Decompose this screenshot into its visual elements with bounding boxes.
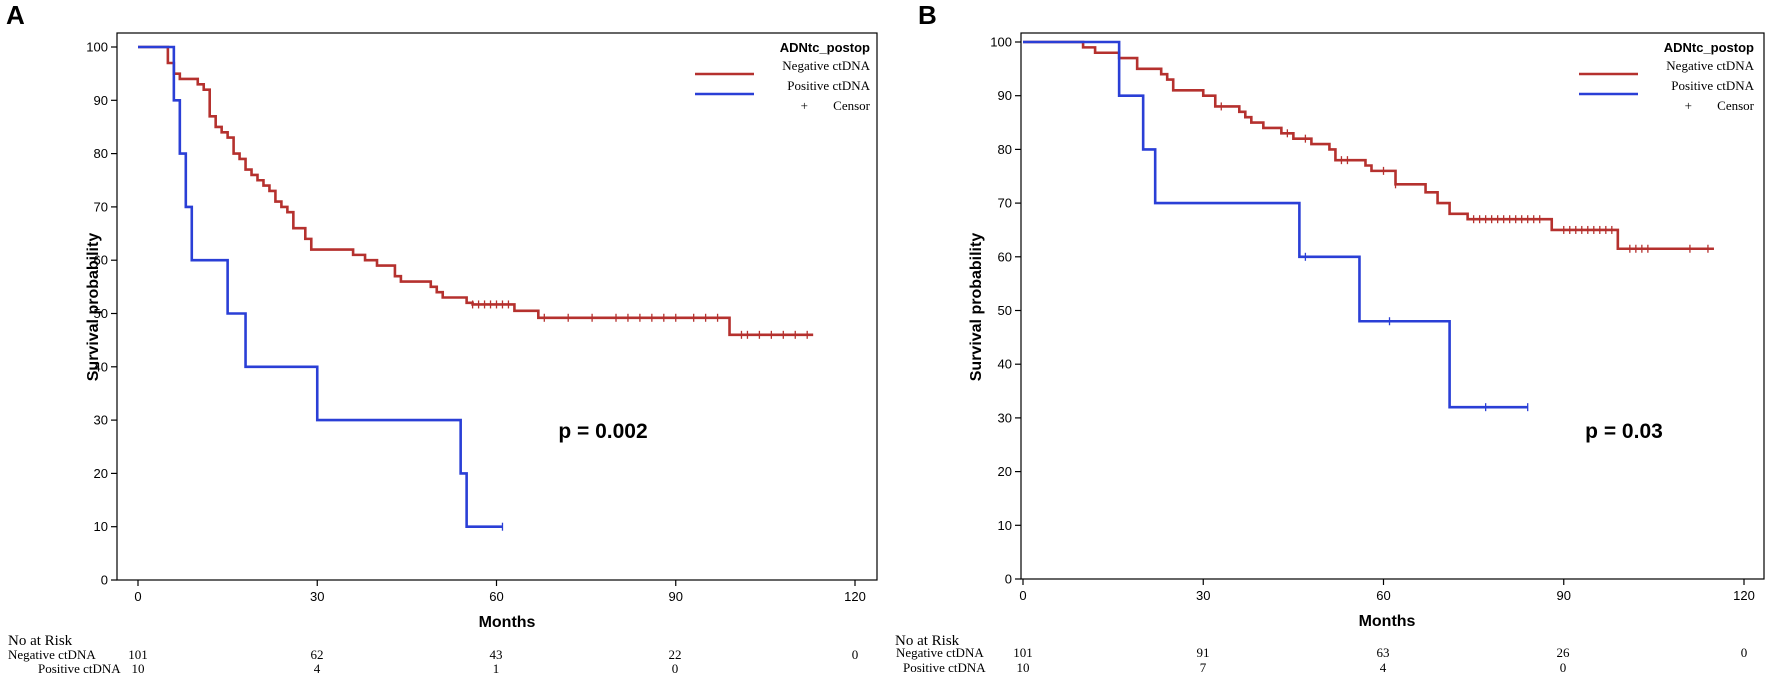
y-tick-label: 90 <box>94 93 108 108</box>
legend-label-positive: Positive ctDNA <box>1671 78 1754 93</box>
legend-censor-icon: + <box>801 98 808 113</box>
risk-table-header: No at Risk <box>8 633 73 649</box>
risk-cell: 26 <box>1557 645 1571 660</box>
y-tick-label: 60 <box>998 249 1012 264</box>
risk-cell: 22 <box>669 647 682 662</box>
y-tick-label: 10 <box>94 519 108 534</box>
legend-censor-icon: + <box>1685 98 1692 113</box>
y-tick-label: 100 <box>86 40 108 55</box>
legend-label-positive: Positive ctDNA <box>787 78 870 93</box>
y-tick-label: 50 <box>94 306 108 321</box>
x-tick-label: 30 <box>1196 588 1210 603</box>
x-tick-label: 30 <box>310 589 324 604</box>
curve-positive <box>138 45 503 528</box>
p-value: p = 0.002 <box>558 420 647 443</box>
y-tick-label: 20 <box>94 466 108 481</box>
y-tick-label: 30 <box>94 413 108 428</box>
legend-title: ADNtc_postop <box>1664 40 1754 55</box>
legend-label-censor: Censor <box>833 98 871 113</box>
y-tick-label: 60 <box>94 253 108 268</box>
risk-cell: 62 <box>311 647 324 662</box>
risk-cell: 10 <box>132 661 145 676</box>
y-tick-label: 70 <box>998 196 1012 211</box>
x-tick-label: 0 <box>1019 588 1026 603</box>
y-tick-label: 20 <box>998 464 1012 479</box>
y-tick-label: 0 <box>101 573 108 588</box>
y-axis-title: Survival probability <box>968 233 985 382</box>
panel-letter: B <box>918 0 937 30</box>
x-axis-title: Months <box>479 614 536 631</box>
legend-label-negative: Negative ctDNA <box>1666 58 1754 73</box>
x-tick-label: 120 <box>844 589 866 604</box>
x-axis-title: Months <box>1359 613 1416 630</box>
y-tick-label: 30 <box>998 410 1012 425</box>
risk-cell: 63 <box>1377 645 1390 660</box>
risk-row-label: Positive ctDNA <box>38 661 121 676</box>
risk-cell: 0 <box>1741 645 1748 660</box>
legend-label-negative: Negative ctDNA <box>782 58 870 73</box>
risk-row-label: Negative ctDNA <box>8 647 96 662</box>
y-tick-label: 90 <box>998 88 1012 103</box>
curve-negative <box>138 45 814 337</box>
x-tick-label: 90 <box>1557 588 1571 603</box>
legend-title: ADNtc_postop <box>780 40 870 55</box>
risk-cell: 10 <box>1017 660 1030 675</box>
plot-frame <box>1020 32 1765 580</box>
y-tick-label: 0 <box>1005 572 1012 587</box>
risk-cell: 0 <box>672 661 679 676</box>
risk-cell: 0 <box>1560 660 1567 675</box>
p-value: p = 0.03 <box>1585 420 1663 443</box>
risk-cell: 4 <box>1380 660 1387 675</box>
curve-positive <box>1023 40 1528 409</box>
risk-cell: 101 <box>1013 645 1033 660</box>
y-tick-label: 70 <box>94 199 108 214</box>
x-tick-label: 90 <box>669 589 683 604</box>
x-tick-label: 60 <box>489 589 503 604</box>
risk-cell: 91 <box>1197 645 1210 660</box>
risk-cell: 101 <box>128 647 148 662</box>
risk-row-label: Negative ctDNA <box>896 645 984 660</box>
y-tick-label: 50 <box>998 303 1012 318</box>
y-tick-label: 40 <box>94 359 108 374</box>
x-tick-label: 120 <box>1733 588 1755 603</box>
risk-cell: 43 <box>490 647 503 662</box>
curve-negative <box>1023 40 1714 251</box>
y-tick-label: 40 <box>998 357 1012 372</box>
risk-row-label: Positive ctDNA <box>903 660 986 675</box>
y-tick-label: 80 <box>94 146 108 161</box>
y-tick-label: 10 <box>998 518 1012 533</box>
risk-cell: 7 <box>1200 660 1207 675</box>
risk-cell: 1 <box>493 661 500 676</box>
x-tick-label: 0 <box>134 589 141 604</box>
risk-cell: 4 <box>314 661 321 676</box>
y-tick-label: 80 <box>998 142 1012 157</box>
legend-label-censor: Censor <box>1717 98 1755 113</box>
panel-letter: A <box>6 0 25 30</box>
y-tick-label: 100 <box>990 35 1012 50</box>
y-axis-title: Survival probability <box>85 233 102 382</box>
risk-table-header: No at Risk <box>895 633 960 649</box>
x-tick-label: 60 <box>1376 588 1390 603</box>
risk-cell: 0 <box>852 647 859 662</box>
